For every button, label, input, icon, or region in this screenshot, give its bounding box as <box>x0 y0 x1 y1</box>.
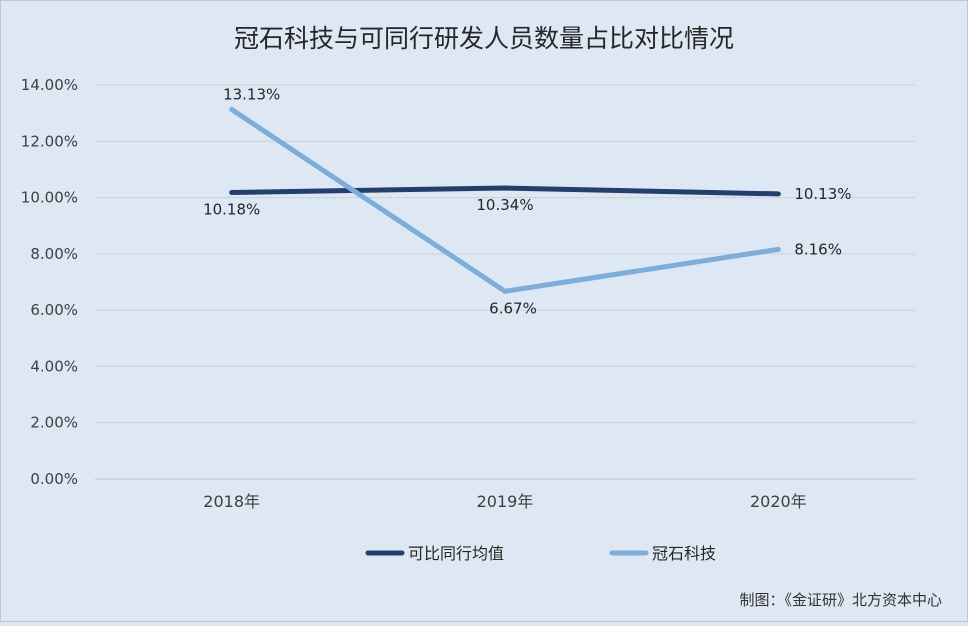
legend-label-1: 可比同行均值 <box>408 544 504 563</box>
legend: 可比同行均值 冠石科技 <box>365 544 716 563</box>
y-tick-label: 4.00% <box>30 357 78 375</box>
data-label: 13.13% <box>223 85 280 103</box>
data-label: 10.18% <box>203 201 260 219</box>
y-tick-label: 0.00% <box>30 470 78 488</box>
x-axis-ticks: 2018年 2019年 2020年 <box>203 492 806 511</box>
y-tick-label: 14.00% <box>21 76 78 94</box>
chart-title: 冠石科技与可同行研发人员数量占比对比情况 <box>234 24 734 53</box>
data-label: 6.67% <box>489 299 537 317</box>
x-tick-label: 2020年 <box>750 492 807 511</box>
y-axis-ticks: 0.00% 2.00% 4.00% 6.00% 8.00% 10.00% 12.00% 14.… <box>21 76 78 488</box>
y-tick-label: 10.00% <box>21 189 78 207</box>
data-label: 10.34% <box>476 196 533 214</box>
y-tick-label: 2.00% <box>30 414 78 432</box>
footer-credit: 制图：《金证研》北方资本中心 <box>739 591 942 609</box>
x-tick-label: 2018年 <box>203 492 260 511</box>
grid-lines <box>95 84 915 480</box>
y-tick-label: 12.00% <box>21 132 78 150</box>
data-label: 10.13% <box>794 185 851 203</box>
y-tick-label: 8.00% <box>30 245 78 263</box>
series-line-2 <box>229 106 781 294</box>
series-layer <box>229 106 781 294</box>
data-label: 8.16% <box>794 240 842 258</box>
series-line-1 <box>229 185 781 197</box>
data-labels-layer: 10.18% 10.34% 10.13% 13.13% 6.67% 8.16% <box>203 85 851 317</box>
y-tick-label: 6.00% <box>30 301 78 319</box>
legend-label-2: 冠石科技 <box>652 544 716 563</box>
x-tick-label: 2019年 <box>477 492 534 511</box>
